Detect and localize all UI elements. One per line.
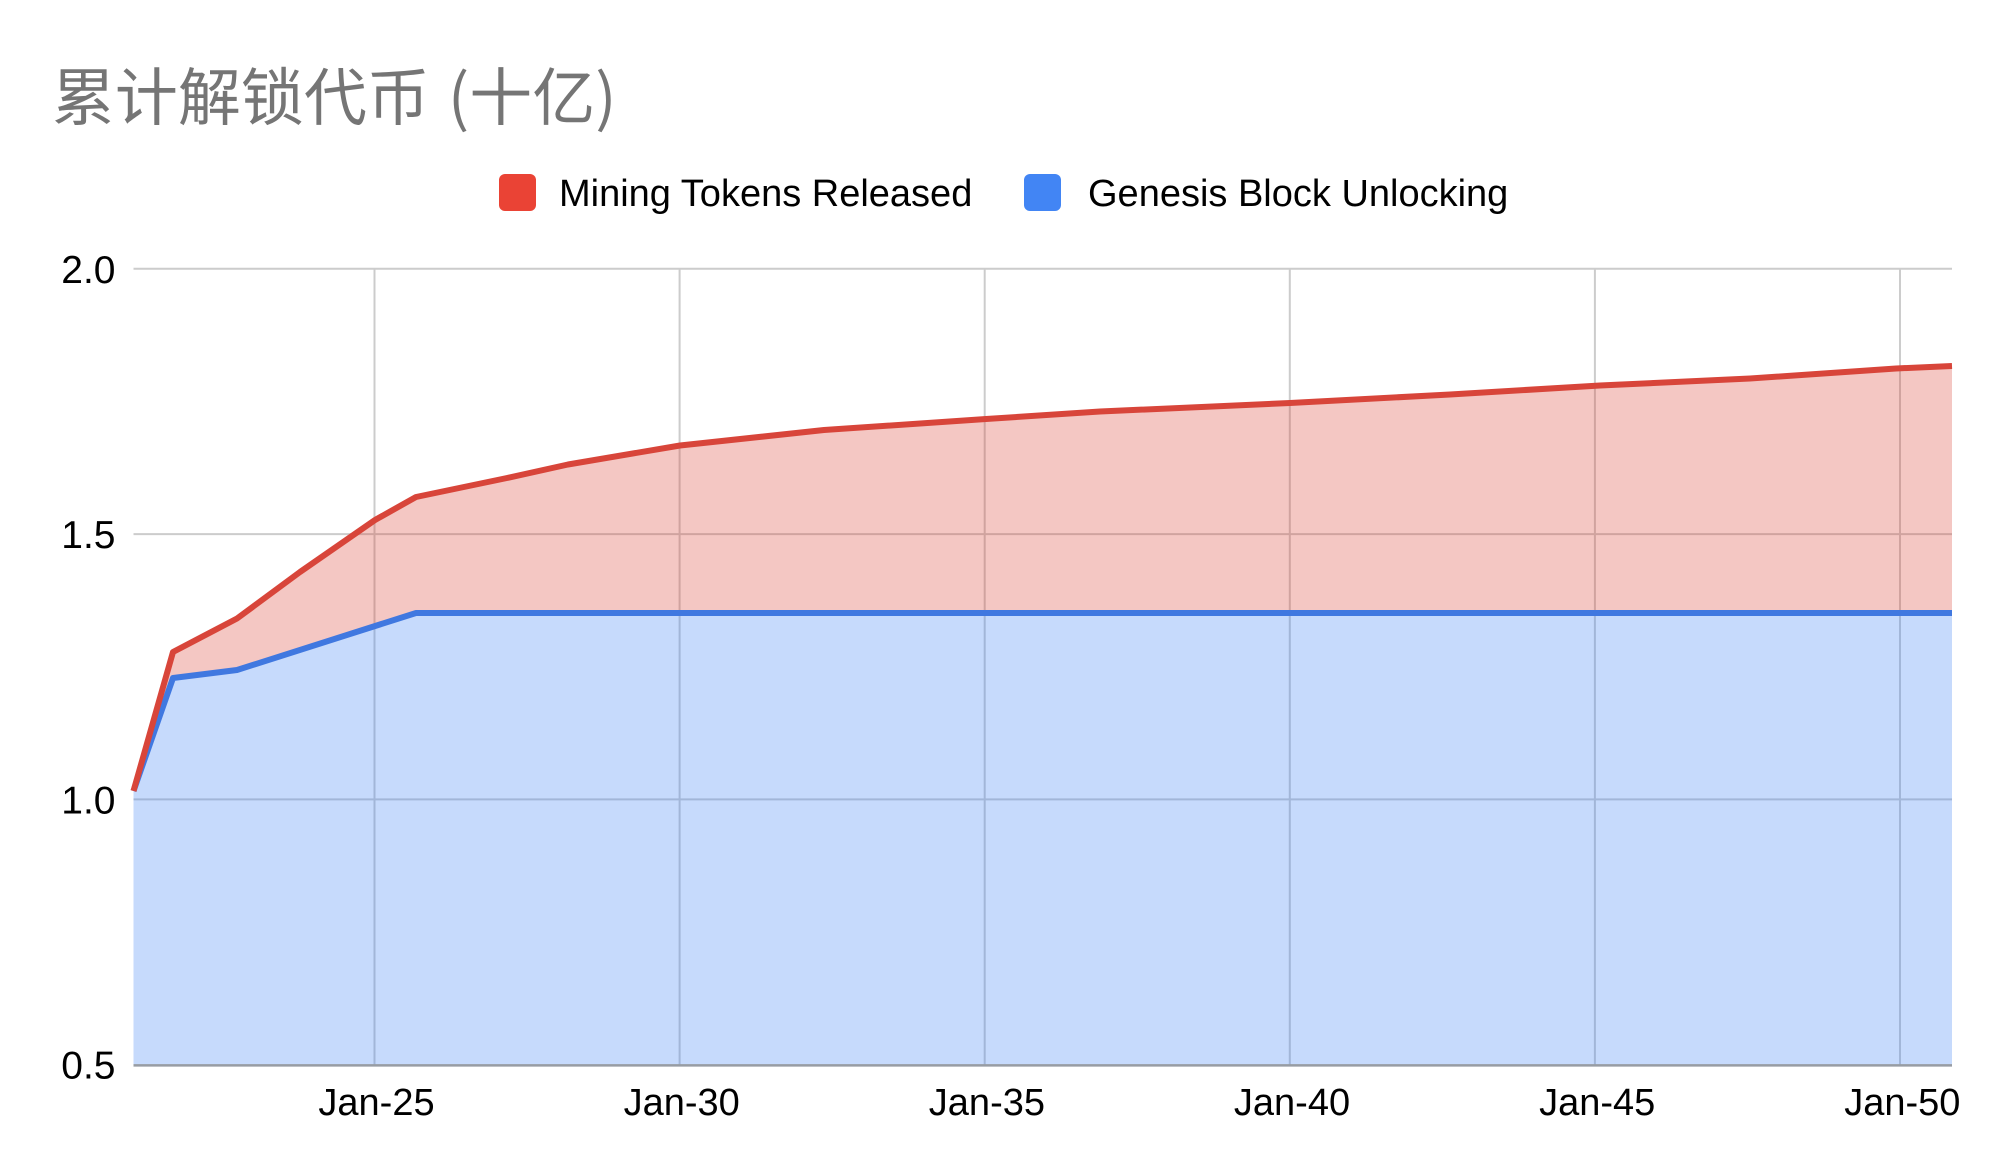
svg-text:Jan-35: Jan-35: [929, 1082, 1045, 1124]
svg-text:Jan-25: Jan-25: [318, 1082, 434, 1124]
svg-text:Jan-50: Jan-50: [1844, 1082, 1960, 1124]
svg-text:Mining Tokens Released: Mining Tokens Released: [559, 173, 972, 215]
svg-text:1.5: 1.5: [61, 514, 115, 557]
svg-text:0.5: 0.5: [61, 1045, 115, 1088]
svg-text:Genesis Block Unlocking: Genesis Block Unlocking: [1088, 173, 1508, 215]
svg-text:Jan-45: Jan-45: [1539, 1082, 1655, 1124]
svg-text:1.0: 1.0: [61, 779, 115, 822]
svg-text:2.0: 2.0: [61, 249, 115, 292]
svg-text:Jan-30: Jan-30: [624, 1082, 740, 1124]
svg-text:Jan-40: Jan-40: [1234, 1082, 1350, 1124]
